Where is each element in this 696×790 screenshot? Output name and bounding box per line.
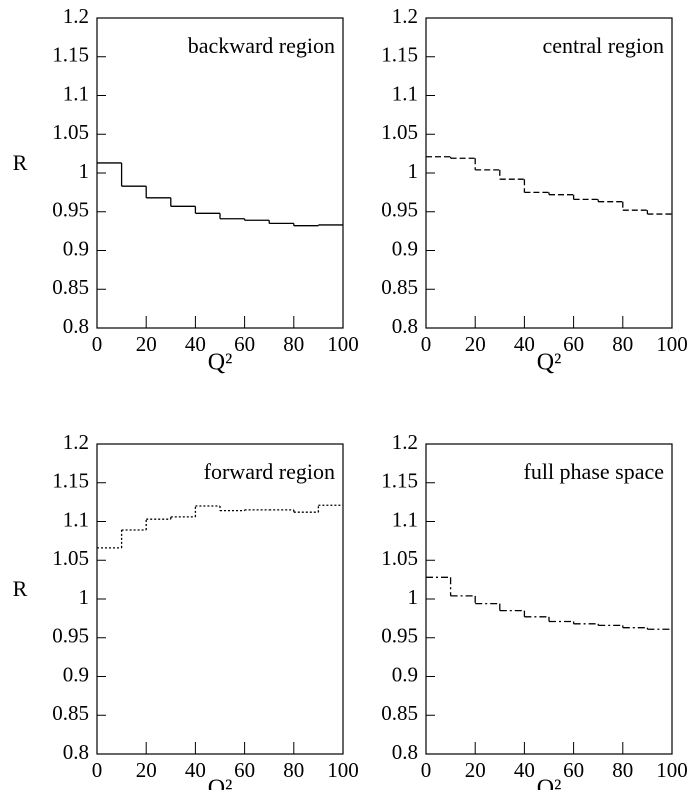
y-tick-label: 1.05 [381,546,418,570]
y-tick-label: 0.8 [392,314,418,338]
x-axis-label: Q² [208,350,233,376]
y-tick-label: 0.95 [381,198,418,222]
x-tick-label: 20 [136,758,157,782]
y-tick-label: 1.2 [392,430,418,454]
x-tick-label: 100 [656,332,688,356]
y-tick-label: 0.95 [52,198,89,222]
plot-frame [425,17,673,329]
plot-frame [96,443,344,755]
x-axis-label: Q² [208,776,233,790]
x-tick-label: 20 [465,758,486,782]
x-tick-label: 20 [465,332,486,356]
x-tick-label: 40 [185,758,206,782]
y-tick-label: 0.9 [63,662,89,686]
x-tick-label: 60 [563,332,584,356]
x-tick-label: 80 [283,758,304,782]
y-tick-label: 1.15 [52,43,89,67]
x-axis-label: Q² [537,350,562,376]
y-tick-label: 1.05 [52,546,89,570]
y-tick-label: 0.85 [52,701,89,725]
annotation: central region [542,33,664,58]
annotation: forward region [204,459,335,484]
y-tick-label: 1.1 [392,507,418,531]
y-tick-label: 1.1 [392,81,418,105]
y-tick-label: 1.15 [52,469,89,493]
y-tick-label: 1.05 [52,120,89,144]
y-tick-label: 1.2 [392,4,418,28]
y-tick-label: 0.8 [63,314,89,338]
y-tick-label: 1.05 [381,120,418,144]
y-tick-label: 0.8 [63,740,89,764]
y-tick-label: 1 [79,585,90,609]
x-tick-label: 0 [92,758,103,782]
x-tick-label: 40 [185,332,206,356]
x-tick-label: 60 [234,758,255,782]
y-axis-label: R [13,576,28,601]
x-tick-label: 40 [514,332,535,356]
y-tick-label: 1.2 [63,430,89,454]
y-tick-label: 0.9 [63,236,89,260]
x-axis-label: Q² [537,776,562,790]
y-tick-label: 0.95 [52,624,89,648]
y-tick-label: 0.8 [392,740,418,764]
y-axis-label: R [13,150,28,175]
x-tick-label: 100 [327,332,359,356]
y-tick-label: 1.1 [63,507,89,531]
x-tick-label: 80 [283,332,304,356]
y-tick-label: 0.95 [381,624,418,648]
annotation: full phase space [524,459,665,484]
y-tick-label: 1.15 [381,43,418,67]
y-tick-label: 1 [79,159,90,183]
x-tick-label: 0 [92,332,103,356]
x-tick-label: 60 [234,332,255,356]
x-tick-label: 80 [612,758,633,782]
y-tick-label: 0.85 [381,701,418,725]
y-tick-label: 0.85 [52,275,89,299]
annotation: backward region [188,33,335,58]
x-tick-label: 80 [612,332,633,356]
y-tick-label: 1 [408,159,419,183]
y-tick-label: 1.1 [63,81,89,105]
x-tick-label: 100 [656,758,688,782]
y-tick-label: 1.2 [63,4,89,28]
y-tick-label: 0.9 [392,236,418,260]
y-tick-label: 0.9 [392,662,418,686]
x-tick-label: 100 [327,758,359,782]
x-tick-label: 0 [421,332,432,356]
x-tick-label: 0 [421,758,432,782]
x-tick-label: 40 [514,758,535,782]
x-tick-label: 20 [136,332,157,356]
y-tick-label: 1 [408,585,419,609]
x-tick-label: 60 [563,758,584,782]
plot-frame [425,443,673,755]
y-tick-label: 1.15 [381,469,418,493]
y-tick-label: 0.85 [381,275,418,299]
plot-frame [96,17,344,329]
